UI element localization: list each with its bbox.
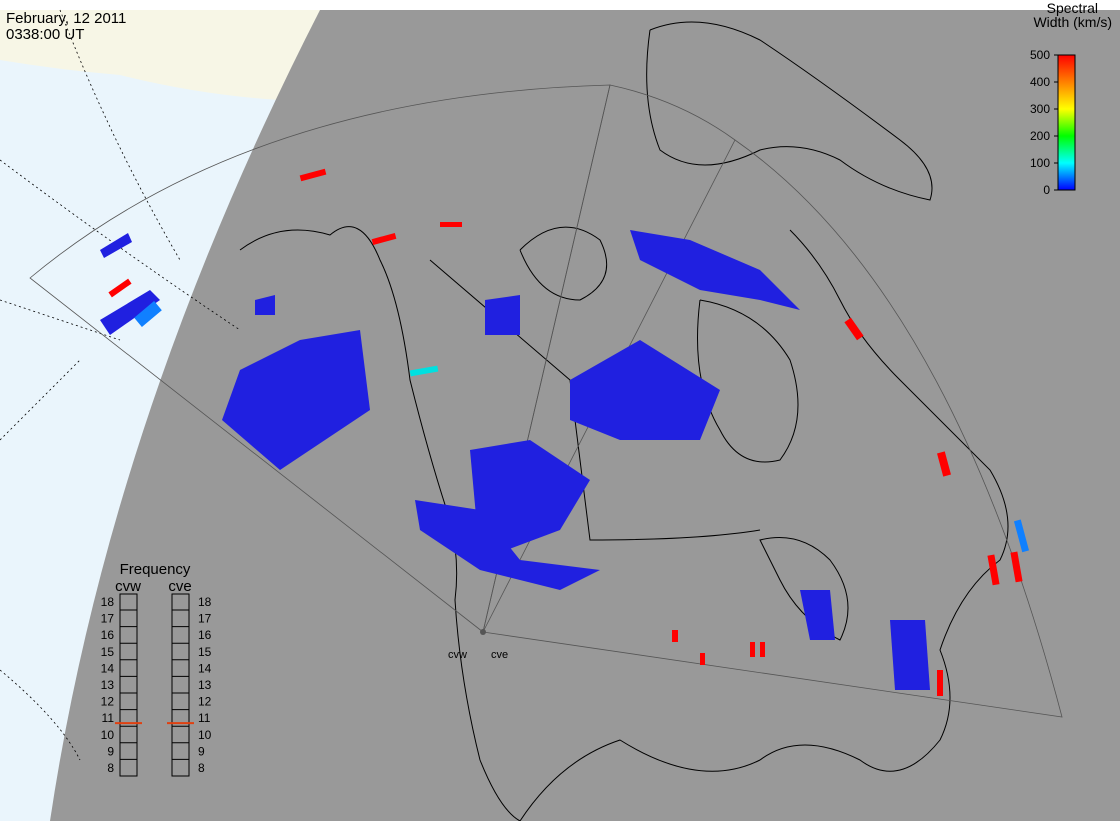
frequency-tick-label: 10 [101,728,115,742]
frequency-tick-label: 18 [198,595,212,609]
radar-site [480,629,486,635]
radar-label: cve [491,649,508,661]
frequency-tick-label: 11 [102,711,115,725]
frequency-tick-label: 16 [198,628,212,642]
land-area [0,10,320,100]
radar-fans [29,84,1063,718]
backscatter-cells [100,168,1030,696]
frequency-radar-name: cvw [115,578,141,595]
frequency-title: Frequency [120,561,191,578]
frequency-tick-label: 8 [107,761,114,775]
time-label: 0338:00 UT [6,26,84,43]
colorbar-tick-label: 100 [1030,156,1050,170]
colorbar-tick-label: 400 [1030,75,1050,89]
colorbar-tick-label: 200 [1030,129,1050,143]
frequency-tick-label: 11 [198,711,211,725]
colorbar-tick-label: 500 [1030,48,1050,62]
frequency-tick-label: 18 [101,595,115,609]
frequency-tick-label: 14 [198,661,212,675]
frequency-tick-label: 9 [107,744,114,758]
frequency-tick-label: 13 [198,678,212,692]
frequency-tick-label: 15 [101,645,115,659]
colorbar-title: Spectral [1047,0,1098,16]
radar-label: cvw [448,649,467,661]
frequency-tick-label: 15 [198,645,212,659]
frequency-tick-label: 12 [101,695,115,709]
colorbar [1057,54,1076,191]
frequency-tick-label: 17 [198,612,212,626]
colorbar-tick-label: 300 [1030,102,1050,116]
top-strip [0,0,1120,10]
date-label: February, 12 2011 [6,10,126,27]
frequency-tick-label: 16 [101,628,115,642]
frequency-radar-name: cve [168,578,191,595]
frequency-tick-label: 8 [198,761,205,775]
frequency-tick-label: 12 [198,695,212,709]
frequency-tick-label: 17 [101,612,115,626]
frequency-tick-label: 9 [198,744,205,758]
frequency-tick-label: 13 [101,678,115,692]
frequency-tick-label: 10 [198,728,212,742]
colorbar-tick-label: 0 [1043,183,1050,197]
colorbar-title: Width (km/s) [1033,14,1112,30]
graticule [0,9,241,761]
frequency-tick-label: 14 [101,661,115,675]
coastlines [239,21,1009,821]
